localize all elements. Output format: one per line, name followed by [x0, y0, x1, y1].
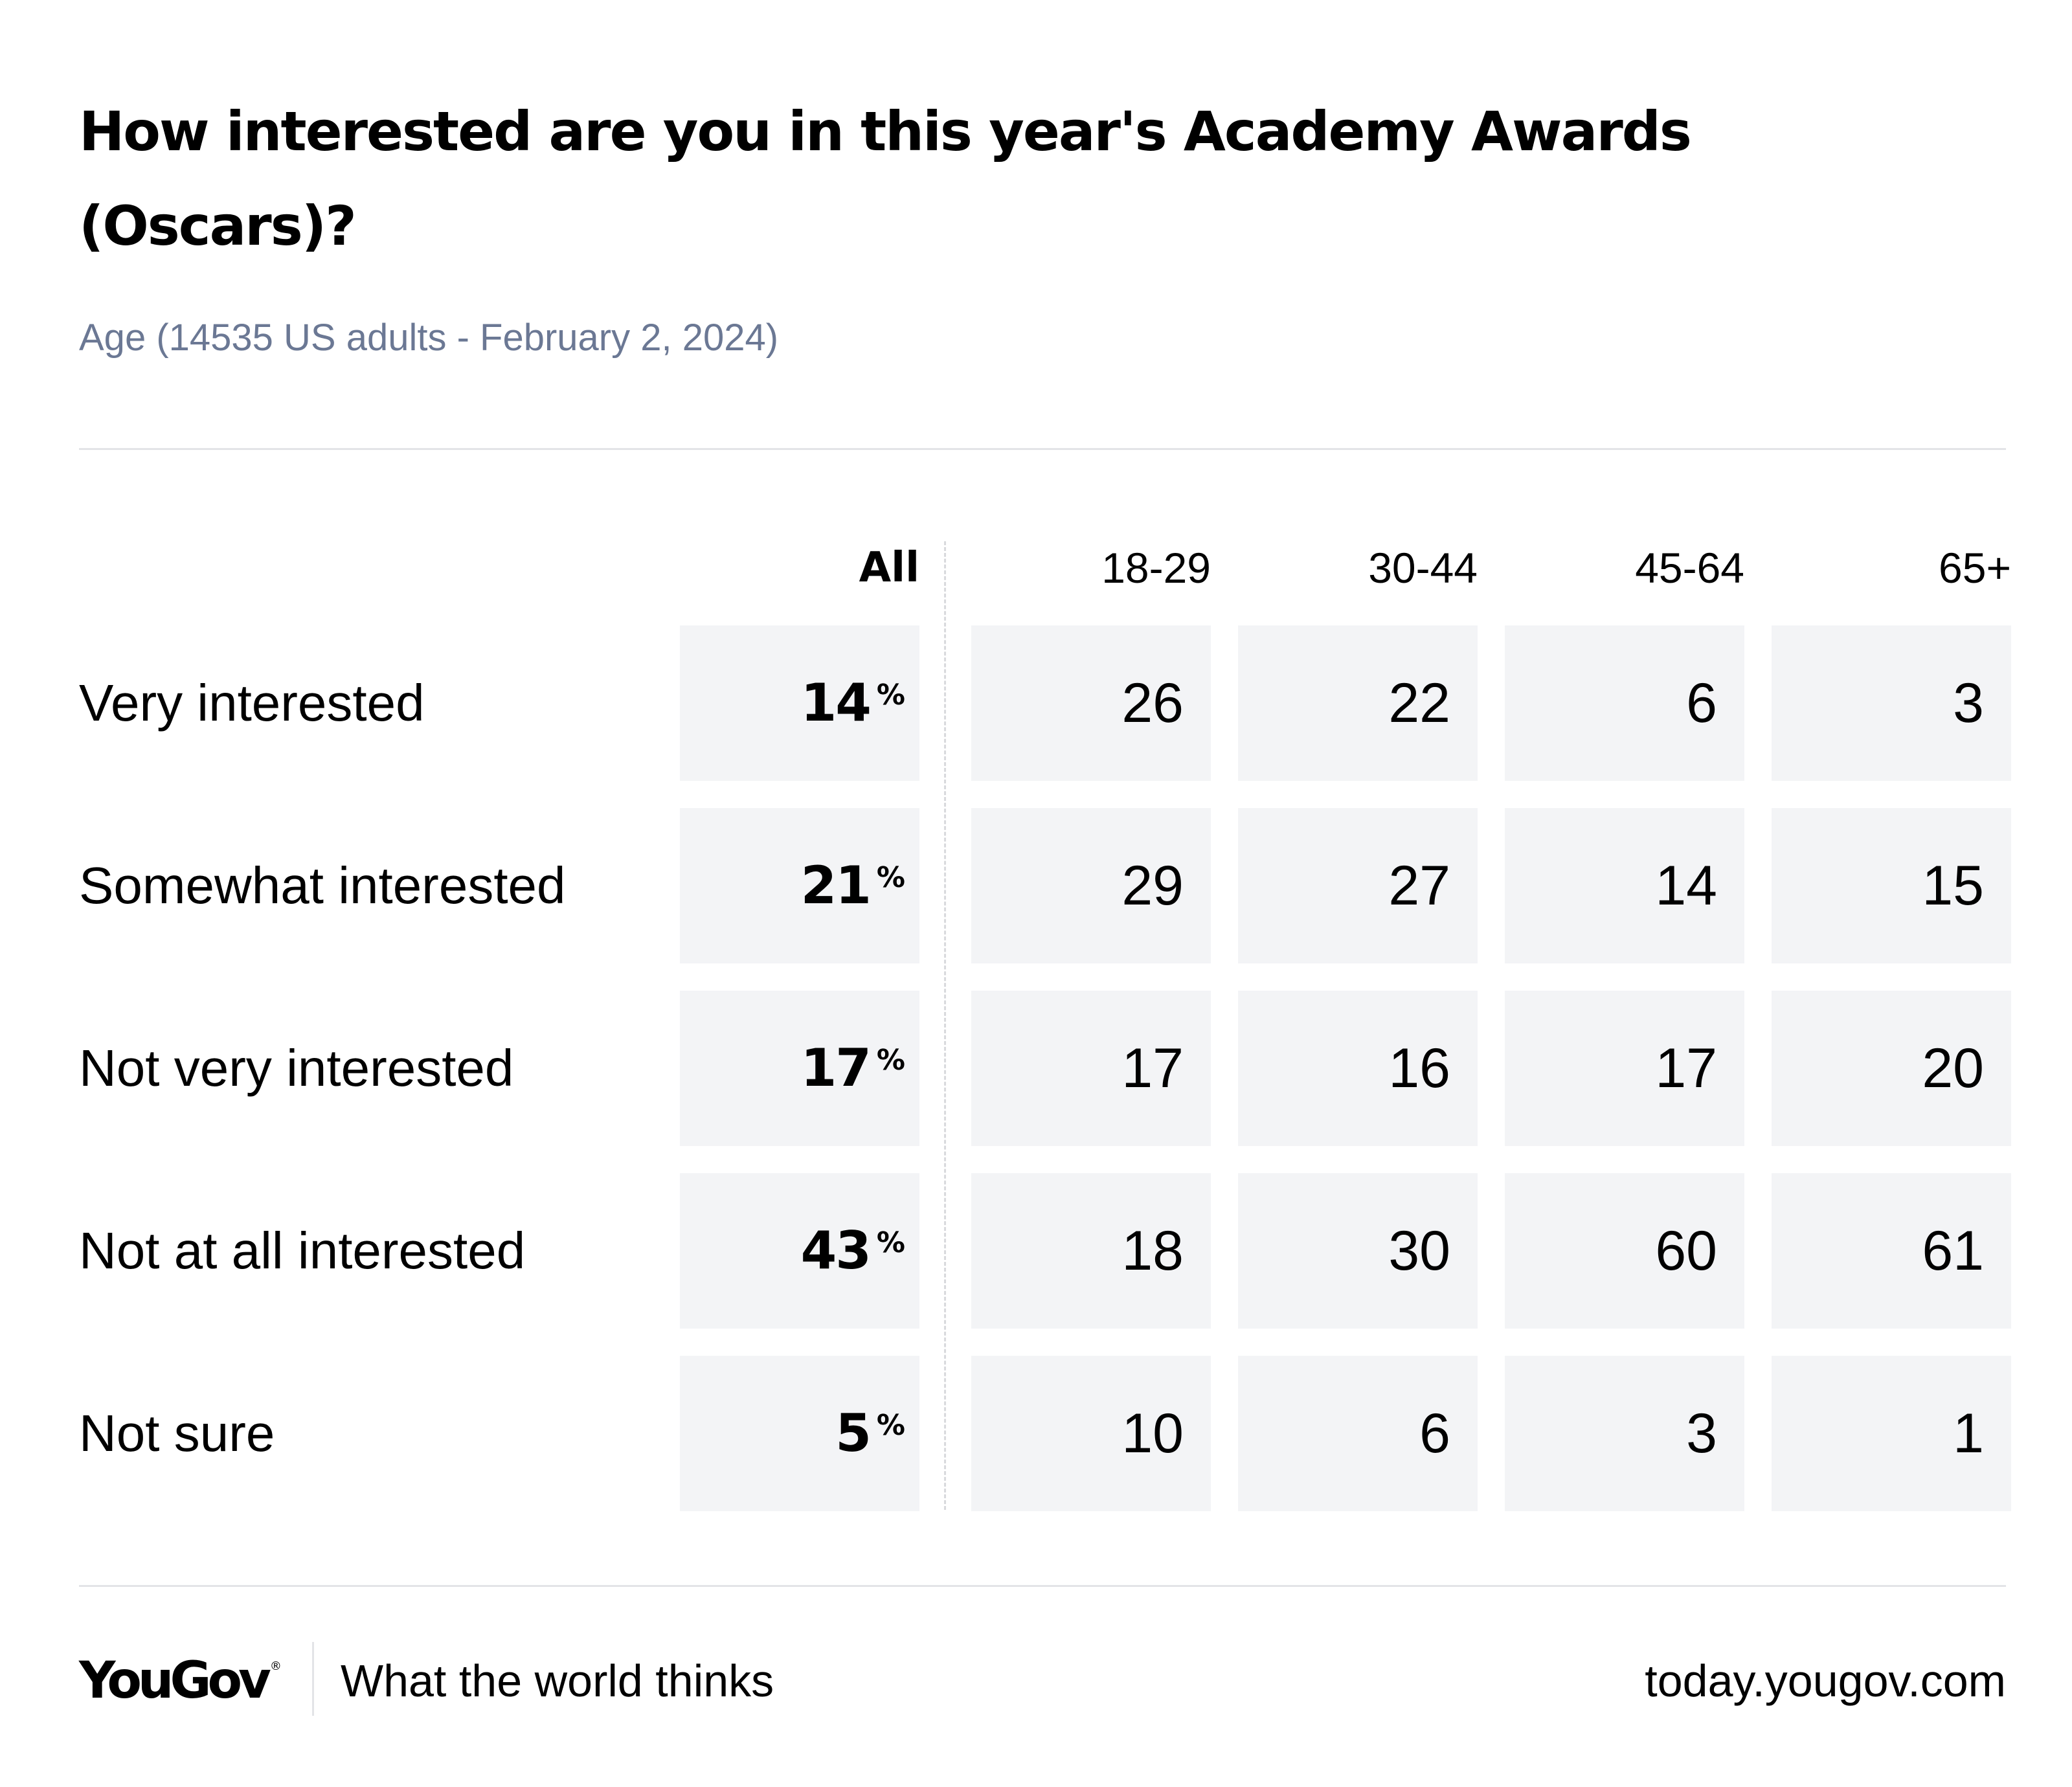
cell-value: 15 [1772, 808, 2011, 963]
tagline: What the world thinks [341, 1656, 774, 1706]
all-column-divider [944, 541, 946, 1510]
site-link[interactable]: today.yougov.com [1645, 1656, 2006, 1706]
chart-title: How interested are you in this year's Ac… [79, 100, 1692, 258]
cell-all-value: 43% [680, 1173, 919, 1329]
bottom-divider [79, 1585, 2006, 1587]
cell-value: 29 [971, 808, 1211, 963]
all-value-number: 21 [800, 855, 872, 916]
cell-value: 61 [1772, 1173, 2011, 1329]
column-header-all: All [859, 544, 919, 592]
cell-value: 60 [1505, 1173, 1744, 1329]
cell-all-value: 17% [680, 991, 919, 1146]
cell-value: 1 [1772, 1356, 2011, 1511]
cell-value: 3 [1772, 625, 2011, 781]
chart-subtitle: Age (14535 US adults - February 2, 2024) [79, 317, 779, 359]
row-label: Very interested [79, 674, 425, 732]
cell-all-value: 21% [680, 808, 919, 963]
cell-value: 6 [1505, 625, 1744, 781]
cell-all-value: 14% [680, 625, 919, 781]
cell-value: 18 [971, 1173, 1211, 1329]
brand-name: YouGov [79, 1652, 271, 1710]
column-header-65-plus: 65+ [1939, 544, 2011, 592]
cell-value: 6 [1238, 1356, 1478, 1511]
registered-mark: ® [269, 1659, 282, 1673]
row-label: Not at all interested [79, 1222, 526, 1279]
cell-value: 14 [1505, 808, 1744, 963]
column-header-30-44: 30-44 [1368, 544, 1478, 592]
footer-divider [312, 1642, 314, 1716]
cell-value: 16 [1238, 991, 1478, 1146]
row-label: Somewhat interested [79, 857, 566, 914]
all-value-number: 5 [835, 1403, 872, 1463]
all-value-number: 14 [800, 673, 872, 733]
all-value-number: 43 [800, 1220, 872, 1281]
cell-value: 22 [1238, 625, 1478, 781]
percent-sign: % [876, 1409, 905, 1442]
all-value-number: 17 [800, 1038, 872, 1098]
column-header-18-29: 18-29 [1101, 544, 1211, 592]
cell-value: 10 [971, 1356, 1211, 1511]
cell-value: 17 [971, 991, 1211, 1146]
cell-value: 30 [1238, 1173, 1478, 1329]
row-label: Not very interested [79, 1039, 514, 1097]
percent-sign: % [876, 1044, 905, 1077]
column-header-45-64: 45-64 [1635, 544, 1744, 592]
cell-value: 17 [1505, 991, 1744, 1146]
top-divider [79, 448, 2006, 450]
percent-sign: % [876, 679, 905, 712]
cell-value: 27 [1238, 808, 1478, 963]
cell-all-value: 5% [680, 1356, 919, 1511]
cell-value: 3 [1505, 1356, 1744, 1511]
cell-value: 26 [971, 625, 1211, 781]
row-label: Not sure [79, 1404, 275, 1462]
percent-sign: % [876, 861, 905, 894]
percent-sign: % [876, 1226, 905, 1259]
cell-value: 20 [1772, 991, 2011, 1146]
yougov-logo: YouGov ® [79, 1645, 282, 1717]
